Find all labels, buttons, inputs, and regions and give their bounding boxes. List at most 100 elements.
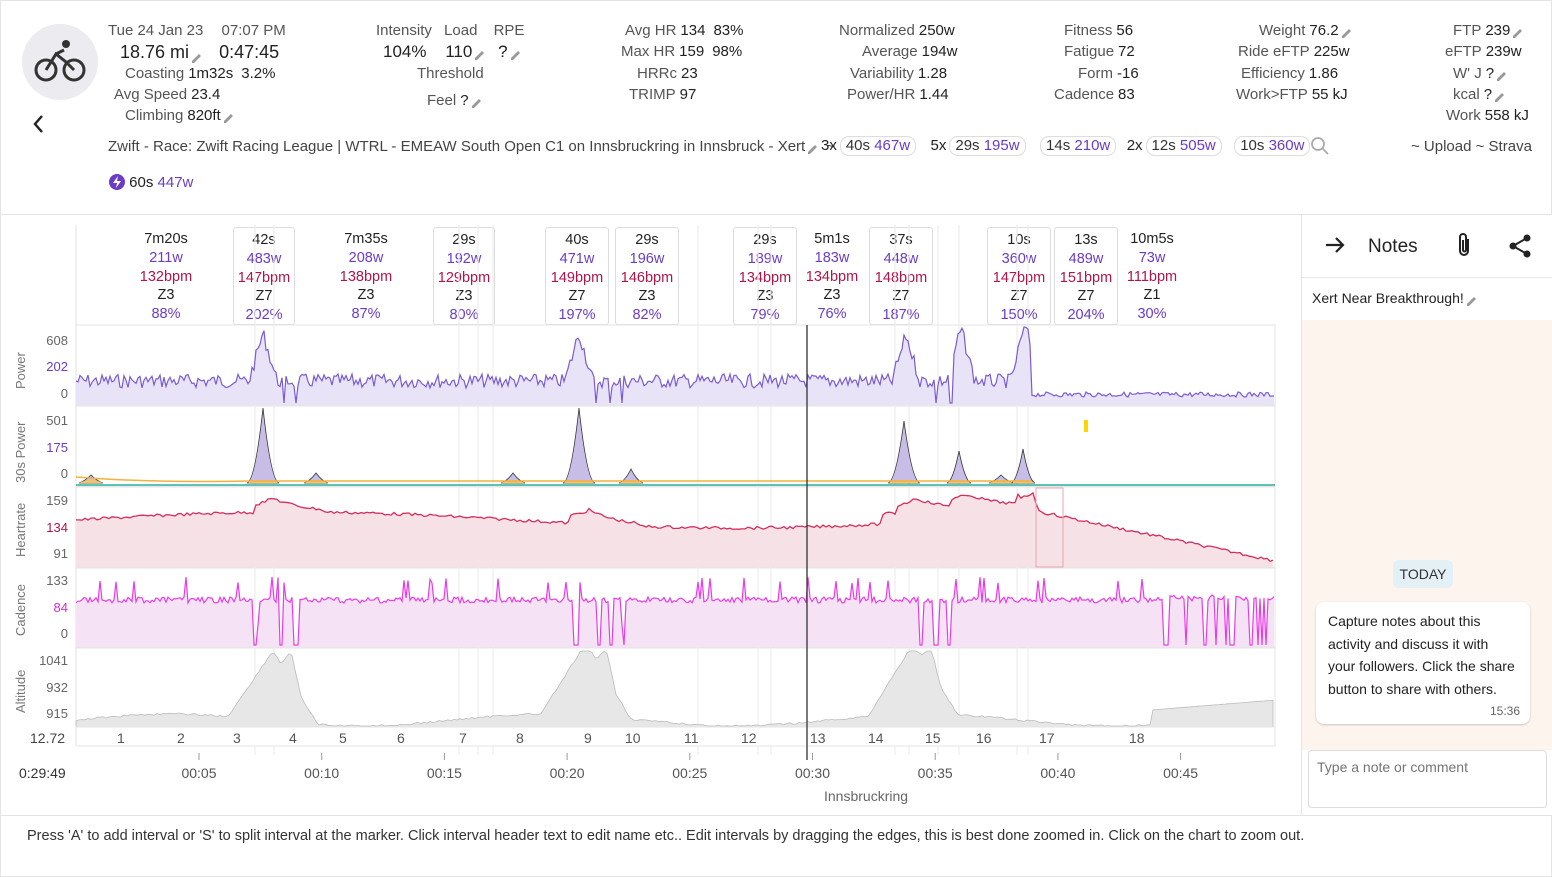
attach-icon[interactable]: [1454, 231, 1474, 264]
p30-peak: [562, 407, 596, 484]
lap-marker[interactable]: 5: [339, 730, 347, 746]
max-hr-label: Max HR: [621, 43, 676, 60]
edit-pencil-icon[interactable]: [1341, 26, 1352, 38]
edit-pencil-icon[interactable]: [223, 111, 234, 123]
hr-selection: [1035, 487, 1064, 568]
intensity-label: Intensity: [376, 22, 432, 39]
p30-line: [75, 476, 1031, 483]
lap-marker[interactable]: 16: [976, 730, 992, 746]
activity-time: 07:07 PM: [221, 22, 286, 39]
interval-header[interactable]: 10m5s 73w 111bpm Z1 30%: [1117, 227, 1187, 325]
lap-marker[interactable]: 12: [741, 730, 757, 746]
activity-name-row[interactable]: Xert Near Breakthrough!: [1312, 290, 1477, 306]
alt-min: 915: [46, 706, 68, 721]
p30-peak: [246, 407, 280, 484]
search-icon[interactable]: [1310, 136, 1330, 161]
bike-icon: [34, 40, 86, 82]
avg-hr-pct: 83%: [713, 22, 744, 39]
power-hr-value: 1.44: [919, 86, 949, 103]
edit-pencil-icon[interactable]: [807, 142, 818, 154]
climbing-label: Climbing: [125, 107, 184, 124]
lap-marker[interactable]: 7: [459, 730, 467, 746]
avg-speed-label: Avg Speed: [114, 86, 188, 103]
interval-duration: 40s: [565, 232, 589, 248]
edit-pencil-icon[interactable]: [1512, 26, 1523, 38]
interval-duration: 29s: [635, 232, 659, 248]
lap-marker[interactable]: 4: [289, 730, 297, 746]
back-icon[interactable]: [31, 113, 47, 141]
lap-row: [75, 726, 1276, 747]
effort-chip[interactable]: 12s 505w: [1145, 136, 1222, 156]
interval-header[interactable]: 5m1s 183w 134bpm Z3 76%: [801, 227, 863, 325]
interval-header[interactable]: 7m20s 211w 132bpm Z3 88%: [136, 227, 196, 325]
edit-pencil-icon[interactable]: [1494, 90, 1505, 102]
p30-band: [79, 480, 103, 483]
effort-mult: 5x: [930, 137, 947, 154]
edit-pencil-icon[interactable]: [510, 47, 521, 61]
note-input-box[interactable]: [1308, 750, 1547, 808]
ride-eftp-value: 225w: [1313, 43, 1350, 60]
notes-feed: TODAY Capture notes about this activity …: [1302, 320, 1552, 750]
cadence-value: 83: [1118, 86, 1135, 103]
avg-hr-label: Avg HR: [625, 22, 677, 39]
effort-dur: 12s: [1151, 137, 1176, 154]
lap-marker[interactable]: 14: [868, 730, 884, 746]
lap-marker[interactable]: 18: [1129, 730, 1145, 746]
lap-marker[interactable]: 10: [625, 730, 641, 746]
lap-marker[interactable]: 1: [117, 730, 125, 746]
edit-pencil-icon[interactable]: [1466, 294, 1477, 306]
effort-chip[interactable]: 10s 360w: [1234, 136, 1311, 156]
interval-power: 471w: [559, 250, 595, 267]
lap-marker[interactable]: 6: [397, 730, 405, 746]
notes-panel: Notes Xert Near Breakthrough! TODAY Capt…: [1301, 215, 1552, 815]
collapse-arrow-icon[interactable]: [1324, 235, 1346, 260]
interval-header[interactable]: 29s 189w 134bpm Z3 79%: [733, 227, 797, 325]
kcal-value[interactable]: ?: [1483, 86, 1493, 103]
interval-header[interactable]: 37s 448w 148bpm Z7 187%: [869, 227, 933, 325]
effort-chip[interactable]: 14s 210w: [1040, 136, 1117, 156]
interval-header[interactable]: 13s 489w 151bpm Z7 204%: [1054, 227, 1118, 325]
cad-mid: 84: [53, 600, 68, 615]
cad-max: 133: [46, 573, 68, 588]
avg-hr-value: 134: [680, 22, 706, 39]
work-value: 558 kJ: [1484, 107, 1529, 124]
interval-zone: Z3: [357, 287, 375, 304]
wj-label: W' J: [1453, 65, 1482, 82]
activity-title[interactable]: Zwift - Race: Zwift Racing League | WTRL…: [108, 138, 806, 155]
effort-dur: 29s: [955, 137, 980, 154]
wj-value[interactable]: ?: [1485, 65, 1495, 82]
effort-chip[interactable]: 40s 467w: [839, 136, 917, 156]
notes-title: Notes: [1368, 236, 1418, 257]
interval-power: 448w: [883, 250, 919, 267]
effort-chip[interactable]: 29s 195w: [949, 136, 1026, 156]
edit-pencil-icon[interactable]: [471, 96, 482, 108]
lap-marker[interactable]: 11: [684, 730, 699, 746]
edit-pencil-icon[interactable]: [474, 47, 485, 61]
edit-pencil-icon[interactable]: [1496, 69, 1507, 81]
share-icon[interactable]: [1507, 233, 1533, 264]
effort-pow: 195w: [983, 137, 1020, 154]
lap-marker[interactable]: 3: [233, 730, 241, 746]
note-input[interactable]: [1317, 759, 1537, 775]
interval-header[interactable]: 29s 192w 129bpm Z3 80%: [433, 227, 495, 325]
cursor-time: 0:29:49: [19, 765, 66, 781]
interval-duration: 10m5s: [1130, 231, 1174, 247]
note-time: 15:36: [1489, 703, 1520, 718]
lap-marker[interactable]: 2: [177, 730, 185, 746]
best-effort-badge: 60s 447w: [109, 174, 193, 191]
upload-strava-link[interactable]: ~ Upload ~ Strava: [1411, 138, 1532, 155]
lap-marker[interactable]: 13: [810, 730, 826, 746]
chart-plots[interactable]: [1, 215, 1301, 815]
lap-marker[interactable]: 17: [1039, 730, 1055, 746]
interval-header[interactable]: 7m35s 208w 138bpm Z3 87%: [331, 227, 401, 325]
edit-pencil-icon[interactable]: [191, 48, 202, 63]
feel-value[interactable]: ?: [460, 92, 469, 109]
lap-marker[interactable]: 15: [925, 730, 941, 746]
lap-marker[interactable]: 8: [516, 730, 524, 746]
lap-marker[interactable]: 9: [584, 730, 592, 746]
interval-header[interactable]: 40s 471w 149bpm Z7 197%: [545, 227, 609, 325]
rpe-value[interactable]: ?: [498, 42, 508, 61]
effort-pow: 210w: [1074, 137, 1111, 154]
effort-dur: 10s: [1240, 137, 1265, 154]
interval-header[interactable]: 29s 196w 146bpm Z3 82%: [615, 227, 679, 325]
